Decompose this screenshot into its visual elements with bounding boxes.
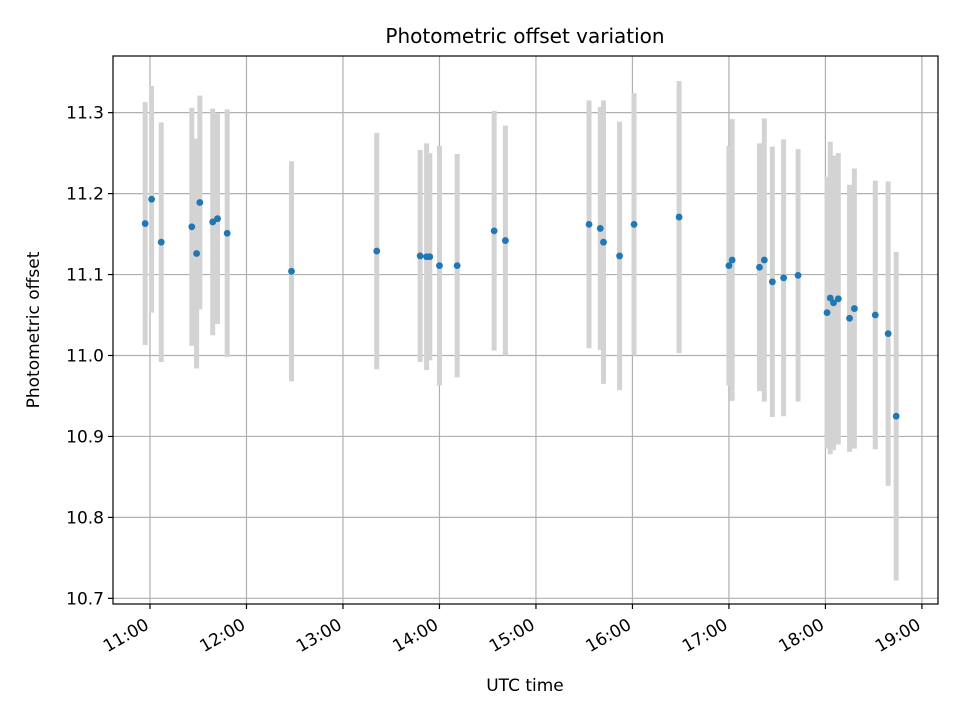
data-point [846,314,853,322]
y-tick-label: 10.8 [66,508,104,528]
data-point [436,262,443,270]
data-point [426,253,434,261]
data-point [373,247,381,255]
data-point [600,238,607,246]
y-tick-label: 10.7 [66,589,104,609]
y-tick-label: 11.0 [66,346,104,366]
data-point [823,309,831,316]
point-layer [141,195,900,420]
data-point [193,250,201,257]
data-point [501,237,509,244]
data-point [780,274,788,282]
data-point [209,218,217,226]
y-axis-label: Photometric offset [24,251,44,408]
data-point [826,294,834,302]
data-point [675,213,683,221]
data-point [196,199,204,206]
data-point [585,220,593,228]
data-point [148,195,155,203]
data-point [830,299,837,307]
data-point [490,227,498,235]
data-point [768,278,776,286]
data-point [188,223,196,231]
y-tick-label: 11.1 [66,266,104,286]
data-point [453,262,461,270]
data-point [834,295,842,303]
data-point [884,330,892,338]
data-point [214,215,221,223]
y-tick-label: 10.9 [66,427,104,447]
data-point [756,263,763,271]
data-point [728,256,736,264]
y-tick-label: 11.2 [66,185,104,205]
data-point [596,225,604,232]
data-point [892,412,900,420]
data-point [157,238,165,246]
data-point [616,252,623,260]
chart-title: Photometric offset variation [385,24,664,48]
x-axis-label: UTC time [486,676,564,696]
data-point [850,305,858,312]
data-point [760,256,768,264]
data-point [141,220,149,227]
data-point [288,267,295,275]
data-point [630,220,638,228]
data-point [223,229,231,237]
data-point [794,271,802,279]
plot-frame [112,55,939,605]
data-point [871,311,879,319]
data-point [416,252,424,260]
data-point [725,262,733,270]
y-tick-label: 11.3 [66,104,104,124]
